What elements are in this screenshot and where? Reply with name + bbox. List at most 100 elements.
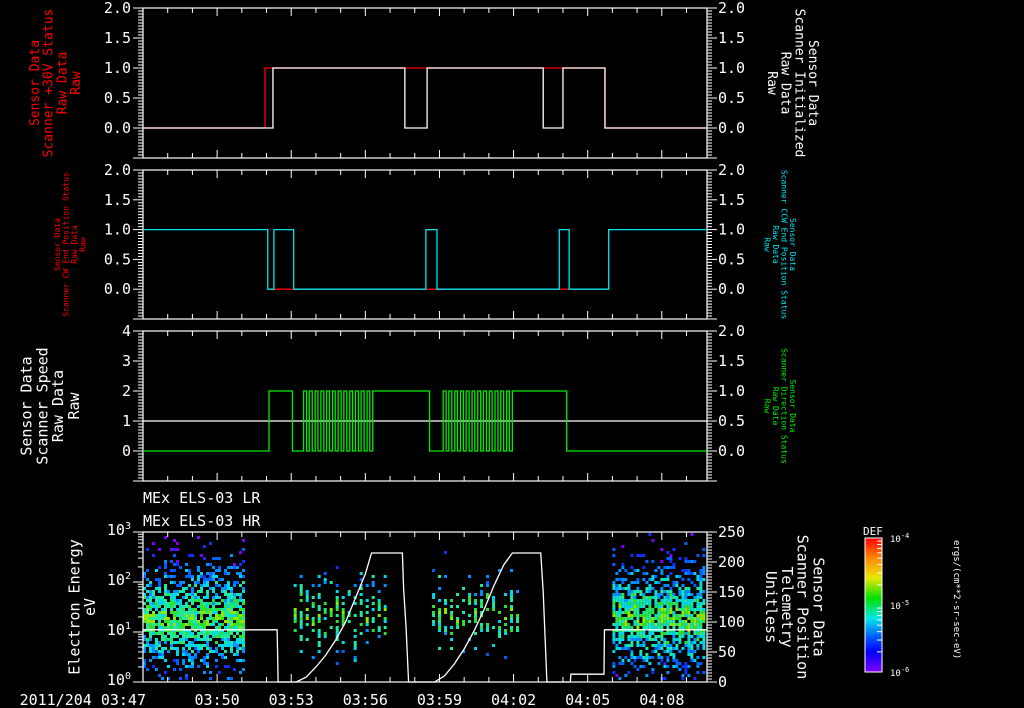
spectrogram-pixel — [221, 644, 224, 647]
right-tick-label: 0.0 — [718, 280, 745, 298]
spectrogram-pixel — [197, 650, 200, 653]
spectrogram-pixel — [176, 647, 179, 650]
spectrogram-pixel — [164, 635, 167, 638]
spectrogram-pixel — [618, 587, 622, 590]
spectrogram-pixel — [681, 608, 685, 611]
spectrogram-pixel — [299, 623, 303, 626]
spectrogram-pixel — [675, 584, 679, 587]
spectrogram-pixel — [230, 593, 233, 596]
spectrogram-pixel — [675, 638, 679, 641]
spectrogram-pixel — [687, 653, 691, 656]
spectrogram-pixel — [323, 617, 327, 620]
spectrogram-pixel — [624, 602, 628, 605]
spectrogram-pixel — [185, 587, 188, 590]
spectrogram-pixel — [239, 671, 242, 674]
spectrogram-pixel — [438, 629, 442, 632]
spectrogram-pixel — [146, 599, 149, 602]
spectrogram-pixel — [615, 590, 619, 593]
spectrogram-pixel — [621, 578, 625, 581]
spectrogram-pixel — [209, 542, 212, 545]
spectrogram-pixel — [242, 659, 245, 662]
spectrogram-pixel — [630, 614, 634, 617]
spectrogram-pixel — [173, 623, 176, 626]
spectrogram-pixel — [233, 581, 236, 584]
spectrogram-pixel — [699, 632, 703, 635]
spectrogram-pixel — [158, 632, 161, 635]
spectrogram-pixel — [149, 647, 152, 650]
spectrogram-pixel — [203, 671, 206, 674]
spectrogram-pixel — [510, 605, 514, 608]
spectrogram-pixel — [242, 644, 245, 647]
colorbar-units: ergs/(cm**2-sr-sec-eV) — [951, 540, 961, 659]
spectrogram-pixel — [206, 620, 209, 623]
spectrogram-pixel — [630, 608, 634, 611]
spectrogram-pixel — [158, 617, 161, 620]
spectrogram-pixel — [353, 659, 357, 662]
spectrogram-pixel — [681, 626, 685, 629]
spectrogram-pixel — [218, 626, 221, 629]
spectrogram-pixel — [669, 566, 673, 569]
spectrogram-pixel — [167, 602, 170, 605]
spectrogram-pixel — [185, 563, 188, 566]
spectrogram-pixel — [191, 635, 194, 638]
spectrogram-pixel — [618, 617, 622, 620]
spectrogram-pixel — [233, 596, 236, 599]
spectrogram-pixel — [486, 608, 490, 611]
spectrogram-pixel — [194, 614, 197, 617]
spectrogram-pixel — [657, 635, 661, 638]
spectrogram-pixel — [663, 608, 667, 611]
spectrogram-pixel — [161, 602, 164, 605]
spectrogram-pixel — [684, 641, 688, 644]
spectrogram-pixel — [657, 653, 661, 656]
spectrogram-pixel — [152, 632, 155, 635]
spectrogram-pixel — [510, 620, 514, 623]
right-axis-title-line: Unitless — [762, 571, 780, 643]
spectrogram-pixel — [675, 575, 679, 578]
spectrogram-pixel — [218, 623, 221, 626]
spectrogram-pixel — [630, 554, 634, 557]
spectrogram-pixel — [236, 626, 239, 629]
spectrogram-pixel — [224, 650, 227, 653]
spectrogram-pixel — [645, 674, 649, 677]
spectrogram-pixel — [176, 650, 179, 653]
spectrogram-pixel — [143, 638, 146, 641]
spectrogram-pixel — [648, 617, 652, 620]
spectrogram-pixel — [669, 620, 673, 623]
spectrogram-pixel — [669, 605, 673, 608]
spectrogram-pixel — [206, 578, 209, 581]
spectrogram-pixel — [221, 599, 224, 602]
spectrogram-pixel — [200, 554, 203, 557]
spectrogram-pixel — [194, 656, 197, 659]
spectrogram-pixel — [224, 632, 227, 635]
spectrogram-pixel — [450, 611, 454, 614]
spectrogram-pixel — [293, 620, 297, 623]
spectrogram-pixel — [239, 641, 242, 644]
spectrogram-pixel — [194, 629, 197, 632]
spectrogram-pixel — [618, 641, 622, 644]
spectrogram-pixel — [666, 623, 670, 626]
spectrogram-pixel — [173, 590, 176, 593]
spectrogram-pixel — [627, 584, 631, 587]
spectrogram-pixel — [317, 596, 321, 599]
spectrogram-pixel — [450, 647, 454, 650]
spectrogram-pixel — [173, 548, 176, 551]
spectrogram-pixel — [299, 611, 303, 614]
spectrogram-pixel — [654, 575, 658, 578]
spectrogram-pixel — [230, 566, 233, 569]
spectrogram-pixel — [161, 653, 164, 656]
spectrogram-pixel — [197, 611, 200, 614]
spectrogram-pixel — [230, 641, 233, 644]
spectrogram-pixel — [143, 593, 146, 596]
spectrogram-pixel — [191, 626, 194, 629]
spectrogram-pixel — [669, 596, 673, 599]
spectrogram-pixel — [203, 644, 206, 647]
spectrogram-pixel — [347, 593, 351, 596]
spectrogram-pixel — [627, 626, 631, 629]
spectrogram-pixel — [669, 557, 673, 560]
spectrogram-pixel — [468, 620, 472, 623]
spectrogram-pixel — [684, 569, 688, 572]
spectrogram-pixel — [221, 629, 224, 632]
spectrogram-pixel — [239, 575, 242, 578]
spectrogram-pixel — [179, 620, 182, 623]
spectrogram-pixel — [633, 590, 637, 593]
